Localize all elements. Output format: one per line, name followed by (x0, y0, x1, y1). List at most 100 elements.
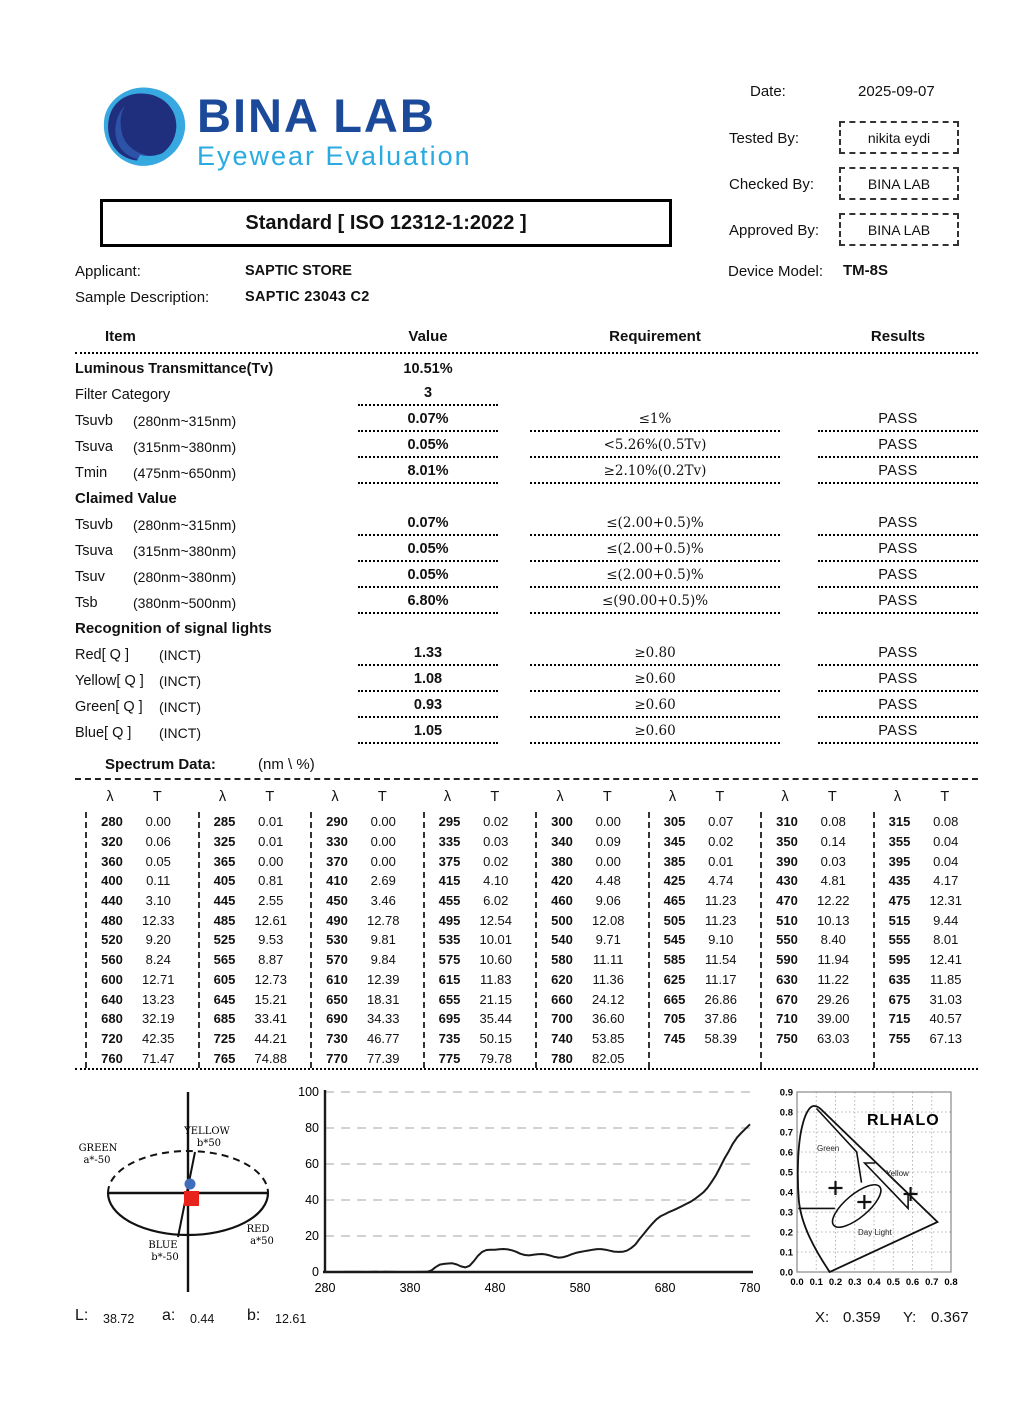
spectrum-cell: 410 2.69 (326, 873, 396, 889)
tested-by-box: nikita eydi (839, 121, 959, 154)
spectrum-cell: 480 12.33 (101, 912, 175, 928)
results-row: Tsuvb (280nm~315nm) 0.07% ≤(2.00+0.5)% PASS (75, 510, 978, 536)
spectrum-cell: 715 40.57 (888, 1011, 963, 1027)
y-tick-label: 20 (305, 1229, 319, 1243)
value-cell: 6.80% (358, 593, 498, 614)
col-requirement: Requirement (609, 328, 701, 345)
spectrum-column: 315 0.08 355 0.04 395 0.04 435 4.17 475 12.31 515 9… (872, 812, 986, 1068)
spectrum-cell: 595 12.41 (888, 952, 963, 968)
results-row: Tsuvb (280nm~315nm) 0.07% ≤1% PASS (75, 406, 978, 432)
plus-marker (857, 1195, 872, 1209)
spectrum-cell: 490 12.78 (326, 912, 400, 928)
date-value: 2025-09-07 (858, 83, 935, 100)
spectrum-cell: 575 10.60 (438, 952, 513, 968)
spectrum-column: 280 0.00 320 0.06 360 0.05 400 0.11 440 3.10 480 12… (85, 812, 198, 1068)
spectrum-cell: 495 12.54 (438, 912, 513, 928)
result-cell: PASS (818, 463, 978, 484)
transmittance-curve (325, 1123, 751, 1273)
spectrum-cell: 420 4.48 (551, 873, 621, 889)
spectrum-column: 300 0.00 340 0.09 380 0.00 420 4.48 460 9.06 500 12… (535, 812, 648, 1068)
plus-marker (828, 1181, 843, 1195)
results-row: Blue[ Q ] (INCT) 1.05 ≥0.60 PASS (75, 718, 978, 744)
green-region-boundary (815, 1107, 863, 1183)
spectrum-cell: 485 12.61 (213, 912, 288, 928)
daylight-ellipse (831, 1183, 882, 1229)
value-cell: 0.07% (358, 515, 498, 536)
results-table-header: Item Value Requirement Results (75, 328, 978, 348)
spectrum-cell: 605 12.73 (213, 971, 288, 987)
spectrum-cell: 765 74.88 (213, 1050, 288, 1066)
spectrum-cell: 415 4.10 (438, 873, 509, 889)
x-tick-label: 0.1 (810, 1277, 824, 1288)
requirement-cell: ≤(2.00+0.5)% (530, 515, 780, 536)
applicant-label: Applicant: (75, 263, 141, 280)
section-row: Recognition of signal lights (75, 614, 978, 640)
blue-axis-sub: b*-50 (151, 1252, 179, 1263)
spectrum-cell: 745 58.39 (663, 1030, 738, 1046)
value-cell: 1.08 (358, 671, 498, 692)
L-value: 38.72 (103, 1312, 135, 1326)
x-tick-label: 0.5 (887, 1277, 901, 1288)
spectrum-cell: 435 4.17 (888, 873, 959, 889)
red-axis-label: RED (247, 1224, 270, 1235)
sample-square-marker (184, 1191, 199, 1206)
yellow-axis-label: YELLOW (183, 1126, 230, 1137)
y-tick-label: 40 (305, 1193, 319, 1207)
value-cell: 0.05% (358, 541, 498, 562)
spectrum-cell: 430 4.81 (776, 873, 846, 889)
spectrum-unit-label: (nm \ %) (258, 756, 315, 773)
section-row: Claimed Value (75, 484, 978, 510)
spectrum-cell: 330 0.00 (326, 834, 396, 850)
spectrum-cell: 345 0.02 (663, 834, 734, 850)
x-tick-label: 0.7 (925, 1277, 938, 1288)
spectrum-cell: 655 21.15 (438, 991, 513, 1007)
blue-axis-label: BLUE (148, 1240, 177, 1251)
x-tick-label: 780 (740, 1281, 761, 1295)
results-row: Tsuv (280nm~380nm) 0.05% ≤(2.00+0.5)% PASS (75, 562, 978, 588)
col-results: Results (870, 328, 926, 345)
x-tick-label: 0.8 (944, 1277, 957, 1288)
spectrum-data-header: Spectrum Data: (nm \ %) (75, 756, 978, 780)
results-row: Tsuva (315nm~380nm) 0.05% <5.26%(0.5Tv) PASS (75, 432, 978, 458)
x-tick-label: 0.3 (848, 1277, 861, 1288)
spectrum-cell: 305 0.07 (663, 814, 734, 830)
y-tick-label: 80 (305, 1121, 319, 1135)
results-row: Green[ Q ] (INCT) 0.93 ≥0.60 PASS (75, 692, 978, 718)
approved-by-value: BINA LAB (867, 221, 931, 238)
spectrum-cell: 620 11.36 (551, 971, 625, 987)
value-cell: 1.05 (358, 723, 498, 744)
daylight-region-label: Day Light (858, 1228, 893, 1237)
spectrum-cell: 640 13.23 (101, 991, 175, 1007)
y-tick-label: 0.5 (780, 1168, 794, 1179)
yellow-axis-sub: b*50 (197, 1138, 221, 1149)
results-row: Tsuva (315nm~380nm) 0.05% ≤(2.00+0.5)% PASS (75, 536, 978, 562)
spectrum-cell: 470 12.22 (776, 893, 850, 909)
results-table: Item Value Requirement Results Luminous … (75, 328, 978, 744)
spectrum-cell (650, 1048, 761, 1068)
item-cell: Tsuva (315nm~380nm) (75, 439, 237, 455)
checked-by-box: BINA LAB (839, 167, 959, 200)
value-cell: 0.93 (358, 697, 498, 718)
spectrum-cell: 355 0.04 (888, 834, 959, 850)
spectrum-cell: 555 8.01 (888, 932, 959, 948)
spectrum-cell (875, 1048, 986, 1068)
y-tick-label: 0.8 (780, 1108, 793, 1119)
green-axis-sub: a*-50 (83, 1155, 110, 1166)
x-tick-label: 0.6 (906, 1277, 919, 1288)
x-tick-label: 0.4 (867, 1277, 881, 1288)
green-region-label: Green (817, 1144, 839, 1153)
spectrum-cell: 695 35.44 (438, 1011, 513, 1027)
x-tick-label: 280 (315, 1281, 336, 1295)
spectrum-cell: 675 31.03 (888, 991, 963, 1007)
spectrum-cell: 680 32.19 (101, 1011, 175, 1027)
spectrum-cell: 570 9.84 (326, 952, 396, 968)
y-tick-label: 0.7 (780, 1128, 793, 1139)
spectrum-cell: 365 0.00 (213, 853, 284, 869)
spectrum-cell: 390 0.03 (776, 853, 846, 869)
checked-by-value: BINA LAB (867, 175, 931, 192)
item-cell: Yellow[ Q ] (INCT) (75, 673, 201, 689)
y-tick-label: 0.2 (780, 1228, 793, 1239)
